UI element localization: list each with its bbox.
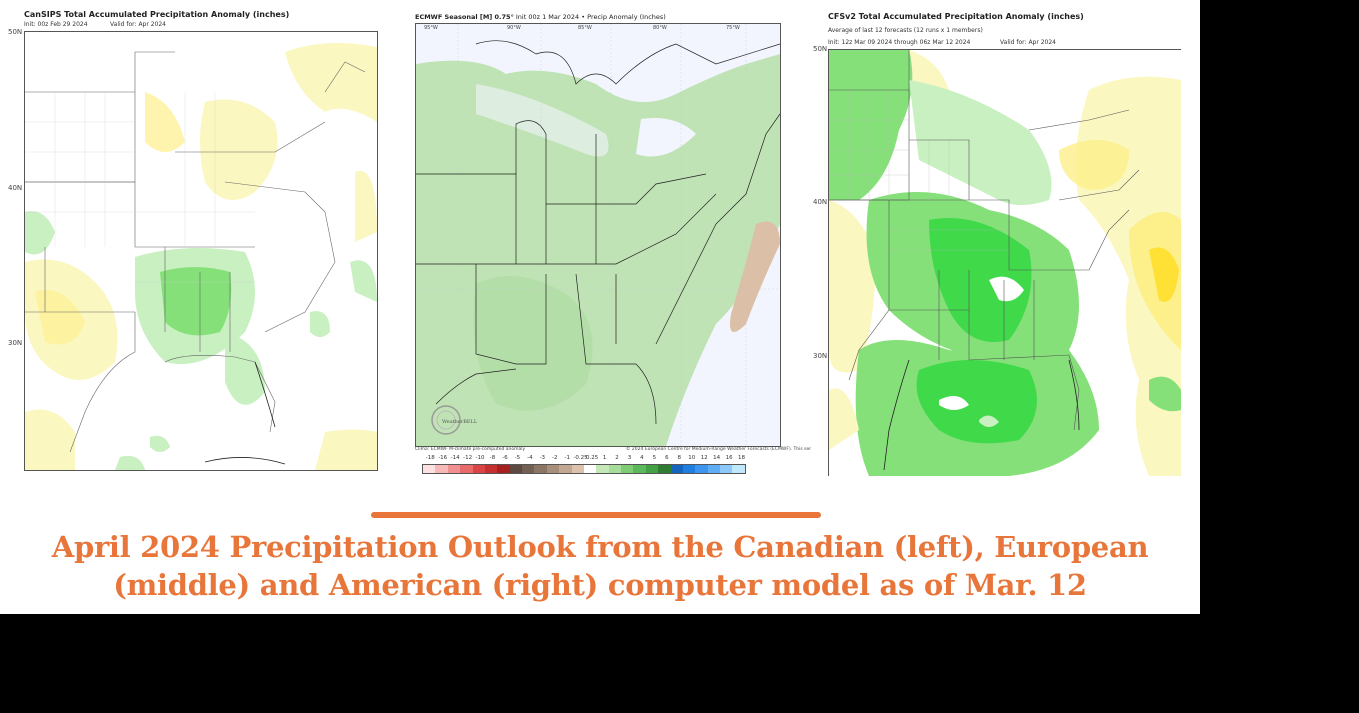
colorbar-tick-label: 14 xyxy=(713,455,721,461)
cfsv2-panel: CFSv2 Total Accumulated Precipitation An… xyxy=(800,0,1200,480)
cfsv2-valid: Valid for: Apr 2024 xyxy=(1000,39,1056,46)
colorbar-tick-label: -6 xyxy=(502,455,508,461)
colorbar-swatch xyxy=(484,465,498,473)
lat-label-50n: 50N xyxy=(813,45,828,53)
cansips-valid: Valid for: Apr 2024 xyxy=(110,21,166,28)
colorbar-tick-label: 10 xyxy=(688,455,696,461)
colorbar-tick-label: 12 xyxy=(700,455,708,461)
ecmwf-clima-note: Clima: ECMWF M-climate pre-computed anom… xyxy=(415,447,526,452)
colorbar-swatch xyxy=(472,465,485,473)
colorbar-tick-label: -4 xyxy=(527,455,533,461)
colorbar-tick-label: -18 xyxy=(425,455,435,461)
colorbar-swatch xyxy=(670,465,683,473)
colorbar-tick-label: 5 xyxy=(652,455,657,461)
colorbar-tick-label: -16 xyxy=(438,455,448,461)
colorbar-tick-label: -2 xyxy=(552,455,558,461)
colorbar-swatch xyxy=(732,465,745,473)
colorbar-swatch xyxy=(546,465,560,473)
colorbar-swatch xyxy=(621,465,634,473)
orange-divider xyxy=(371,512,821,518)
colorbar-tick-label: -0.25 xyxy=(573,455,588,461)
colorbar-tick-label: -3 xyxy=(539,455,546,461)
cfsv2-subtitle: Average of last 12 forecasts (12 runs x … xyxy=(828,27,983,34)
lon-label-85w: 85°W xyxy=(578,25,592,31)
ecmwf-title: ECMWF Seasonal [M] 0.75° Init 00z 1 Mar … xyxy=(415,13,666,21)
cansips-init: Init: 00z Feb 29 2024 xyxy=(24,21,88,28)
colorbar-tick-label: 4 xyxy=(640,455,644,461)
legend-tick-labels: -18 -16 -14 -12 -10 -8 -6 -5 -4 -3 -2 -1 -0.25 0.25 1 2… xyxy=(424,455,748,461)
colorbar-swatch xyxy=(559,465,572,473)
colorbar-tick-label: -10 xyxy=(475,455,485,461)
colorbar-tick-label: 1 xyxy=(602,455,607,461)
cfsv2-anomaly-map xyxy=(829,50,1181,476)
colorbar-tick-label: -5 xyxy=(514,455,521,461)
colorbar-swatch xyxy=(596,465,609,473)
colorbar-swatch xyxy=(707,465,720,473)
colorbar-tick-label: 8 xyxy=(677,455,682,461)
cansips-title: CanSIPS Total Accumulated Precipitation … xyxy=(24,10,290,19)
colorbar-swatch xyxy=(608,465,621,473)
colorbar-swatch xyxy=(583,465,597,473)
colorbar-swatch xyxy=(522,465,535,473)
caption-line-2: (middle) and American (right) computer m… xyxy=(113,568,1087,602)
lat-label-30n: 30N xyxy=(8,339,23,347)
lat-label-50n: 50N xyxy=(8,28,23,36)
ecmwf-title-bold: ECMWF Seasonal [M] 0.75° xyxy=(415,13,514,21)
colorbar-swatch xyxy=(534,465,547,473)
ecmwf-anomaly-map: WeatherBELL xyxy=(416,24,780,446)
colorbar-tick-label: 18 xyxy=(738,455,746,461)
precip-anomaly-colorbar xyxy=(422,464,746,474)
lat-label-40n: 40N xyxy=(8,184,23,192)
cansips-map xyxy=(24,31,378,471)
ecmwf-copyright: © 2024 European Centre for Medium-Range … xyxy=(626,447,812,452)
weatherbell-logo: WeatherBELL xyxy=(442,419,478,425)
colorbar-tick-label: 0.25 xyxy=(585,455,599,461)
cansips-anomaly-map xyxy=(25,43,377,470)
lon-label-90w: 90°W xyxy=(507,25,521,31)
colorbar-tick-label: -12 xyxy=(463,455,473,461)
colorbar-swatch xyxy=(509,465,522,473)
colorbar-tick-label: 2 xyxy=(615,455,619,461)
colorbar-tick-label: -1 xyxy=(564,455,570,461)
cansips-panel: CanSIPS Total Accumulated Precipitation … xyxy=(0,0,400,480)
figure-canvas: CanSIPS Total Accumulated Precipitation … xyxy=(0,0,1200,614)
ecmwf-panel: ECMWF Seasonal [M] 0.75° Init 00z 1 Mar … xyxy=(410,0,811,480)
lat-label-30n: 30N xyxy=(813,352,828,360)
colorbar-swatch xyxy=(695,465,708,473)
colorbar-tick-label: -14 xyxy=(450,455,460,461)
colorbar-swatch xyxy=(633,465,646,473)
colorbar-swatch xyxy=(571,465,584,473)
colorbar-tick-label: 6 xyxy=(665,455,669,461)
colorbar-swatch xyxy=(682,465,696,473)
colorbar-swatch xyxy=(720,465,733,473)
colorbar-swatch xyxy=(423,465,436,473)
figure-caption: April 2024 Precipitation Outlook from th… xyxy=(0,528,1200,604)
colorbar-swatch xyxy=(645,465,659,473)
cfsv2-map xyxy=(828,49,1181,476)
lon-label-80w: 80°W xyxy=(653,25,667,31)
lon-label-95w: 95°W xyxy=(424,25,438,31)
colorbar-tick-label: -8 xyxy=(489,455,496,461)
ecmwf-map: WeatherBELL 95°W 90°W 85°W 80°W 75°W xyxy=(415,23,781,447)
colorbar-swatch xyxy=(435,465,448,473)
colorbar-swatch xyxy=(658,465,671,473)
caption-line-1: April 2024 Precipitation Outlook from th… xyxy=(51,530,1149,564)
lat-label-40n: 40N xyxy=(813,198,828,206)
cfsv2-init: Init: 12z Mar 09 2024 through 06z Mar 12… xyxy=(828,39,971,46)
colorbar-swatch xyxy=(460,465,473,473)
lon-label-75w: 75°W xyxy=(726,25,740,31)
colorbar-tick-label: 16 xyxy=(725,455,733,461)
ecmwf-title-rest: Init 00z 1 Mar 2024 • Precip Anomaly (In… xyxy=(513,13,666,21)
colorbar-swatch xyxy=(447,465,461,473)
cfsv2-title: CFSv2 Total Accumulated Precipitation An… xyxy=(828,12,1084,21)
colorbar-swatch xyxy=(497,465,510,473)
colorbar-tick-label: 3 xyxy=(627,455,632,461)
